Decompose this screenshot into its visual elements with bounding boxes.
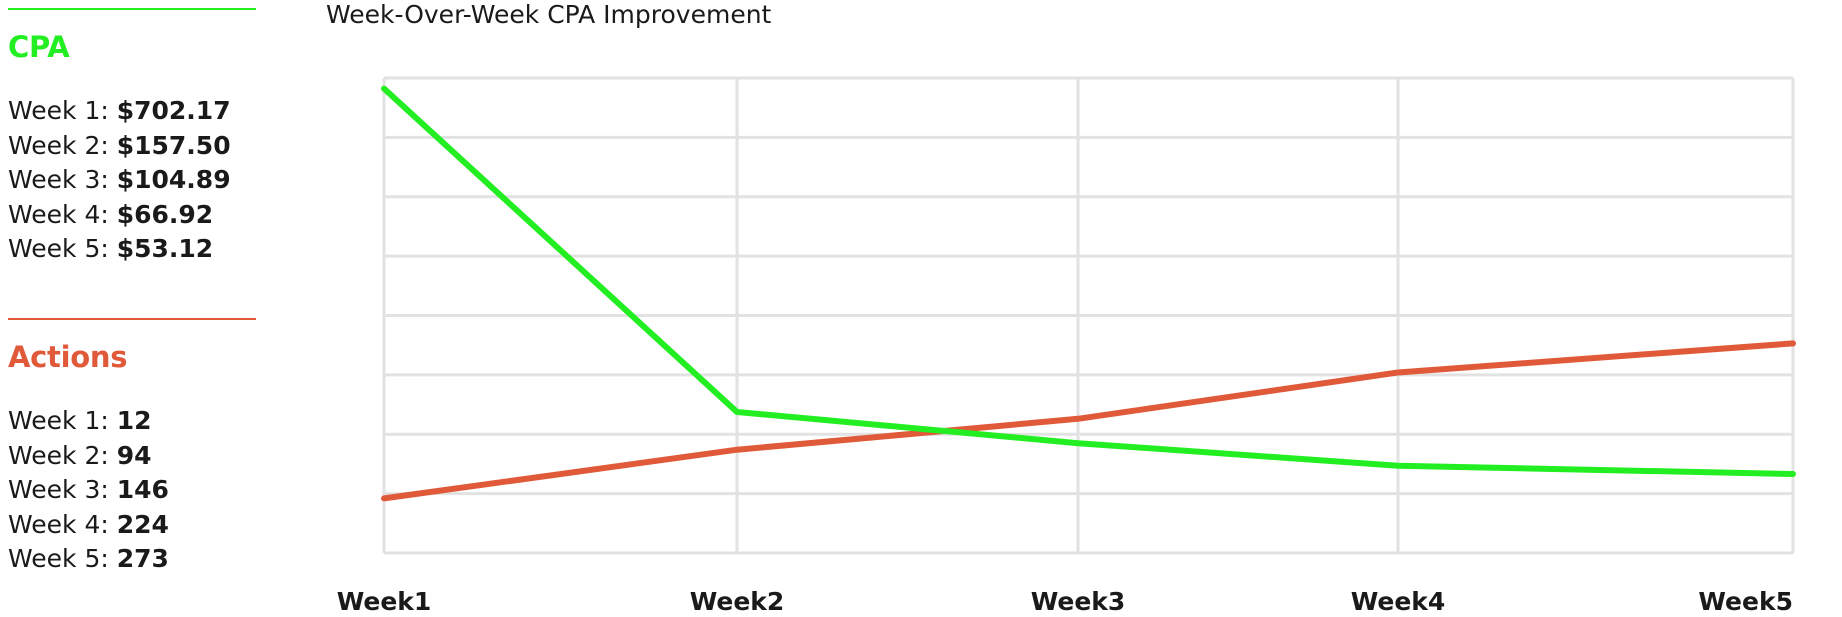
actions-week-label: Week 3: bbox=[8, 475, 117, 504]
cpa-week-value: $157.50 bbox=[116, 130, 231, 160]
x-tick-label: Week1 bbox=[337, 587, 432, 616]
chart-title: Week-Over-Week CPA Improvement bbox=[326, 0, 772, 29]
actions-week-value: 273 bbox=[116, 544, 169, 573]
actions-week-value: 224 bbox=[116, 509, 169, 539]
cpa-week-label: Week 5: bbox=[8, 234, 117, 263]
cpa-week-label: Week 3: bbox=[8, 165, 117, 194]
cpa-week-label: Week 2: bbox=[8, 130, 117, 160]
series-line-cpa bbox=[381, 85, 1796, 477]
x-axis-ticks: Week1 Week2 Week3 Week4 Week5 bbox=[337, 587, 1793, 616]
cpa-week-value: $702.17 bbox=[116, 96, 231, 125]
actions-week-row: Week 1: 12 bbox=[8, 404, 256, 439]
cpa-week-label: Week 4: bbox=[8, 199, 117, 229]
x-tick-label: Week4 bbox=[1351, 587, 1446, 616]
cpa-section: CPA Week 1: $702.17 Week 2: $157.50 Week… bbox=[8, 8, 256, 267]
actions-week-label: Week 5: bbox=[8, 544, 117, 573]
cpa-week-row: Week 5: $53.12 bbox=[8, 232, 256, 267]
cpa-week-row: Week 2: $157.50 bbox=[8, 129, 256, 164]
cpa-week-row: Week 1: $702.17 bbox=[8, 94, 256, 129]
cpa-section-title: CPA bbox=[8, 30, 70, 64]
actions-week-row: Week 5: 273 bbox=[8, 542, 256, 577]
cpa-week-value: $66.92 bbox=[116, 199, 214, 229]
actions-week-value: 12 bbox=[116, 406, 152, 435]
cpa-week-row: Week 3: $104.89 bbox=[8, 163, 256, 198]
actions-section: Actions Week 1: 12 Week 2: 94 Week 3: 14… bbox=[8, 318, 256, 577]
cpa-week-value: $104.89 bbox=[116, 165, 231, 194]
cpa-divider bbox=[8, 8, 256, 10]
x-tick-label: Week5 bbox=[1698, 587, 1793, 616]
actions-section-title: Actions bbox=[8, 340, 128, 374]
actions-week-value: 146 bbox=[116, 475, 169, 504]
actions-week-row: Week 4: 224 bbox=[8, 508, 256, 543]
x-tick-label: Week3 bbox=[1031, 587, 1126, 616]
cpa-week-row: Week 4: $66.92 bbox=[8, 198, 256, 233]
actions-week-row: Week 2: 94 bbox=[8, 439, 256, 474]
cpa-week-label: Week 1: bbox=[8, 96, 117, 125]
actions-week-row: Week 3: 146 bbox=[8, 473, 256, 508]
actions-divider bbox=[8, 318, 256, 320]
actions-week-label: Week 2: bbox=[8, 440, 117, 470]
actions-week-label: Week 4: bbox=[8, 509, 117, 539]
actions-week-list: Week 1: 12 Week 2: 94 Week 3: 146 Week 4… bbox=[8, 404, 256, 577]
chart-series bbox=[381, 85, 1796, 502]
series-line-actions bbox=[381, 340, 1796, 502]
cpa-week-list: Week 1: $702.17 Week 2: $157.50 Week 3: … bbox=[8, 94, 256, 267]
actions-week-label: Week 1: bbox=[8, 406, 117, 435]
chart-grid bbox=[382, 76, 1795, 555]
actions-week-value: 94 bbox=[116, 440, 152, 470]
cpa-week-value: $53.12 bbox=[116, 234, 214, 263]
x-tick-label: Week2 bbox=[690, 587, 785, 616]
